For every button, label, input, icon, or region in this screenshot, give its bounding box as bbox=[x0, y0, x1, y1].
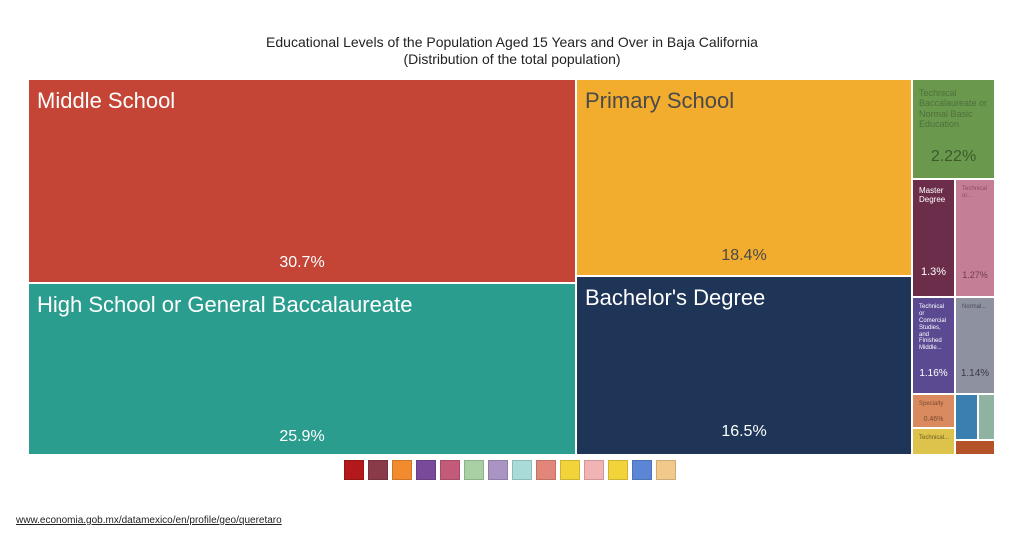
tile-technical-comercial-studies[interactable]: Technical or Comercial Studies, and Fini… bbox=[912, 297, 955, 394]
tile-label: Specialty bbox=[919, 401, 944, 407]
chart-title: Educational Levels of the Population Age… bbox=[266, 34, 758, 50]
legend-swatch[interactable] bbox=[368, 460, 388, 480]
tile-technical-baccalaureate[interactable]: Technical Baccalaureate or Normal Basic … bbox=[912, 79, 995, 179]
tile-normal[interactable]: Normal... 1.14% bbox=[955, 297, 995, 394]
tile-unlabeled-blue[interactable] bbox=[955, 394, 978, 440]
legend-swatch[interactable] bbox=[392, 460, 412, 480]
tile-unlabeled-rust[interactable] bbox=[955, 440, 995, 455]
legend-swatch[interactable] bbox=[488, 460, 508, 480]
treemap: Middle School 30.7% High School or General… bbox=[28, 79, 995, 455]
tile-value: 1.27% bbox=[962, 270, 988, 280]
legend-swatch[interactable] bbox=[536, 460, 556, 480]
tile-label: Technical or... bbox=[962, 186, 988, 199]
legend-swatch[interactable] bbox=[512, 460, 532, 480]
tile-label: Middle School bbox=[37, 88, 176, 113]
legend-swatch[interactable] bbox=[632, 460, 652, 480]
chart-subtitle: (Distribution of the total population) bbox=[403, 51, 621, 67]
tile-value: 25.9% bbox=[279, 428, 325, 445]
legend-swatch[interactable] bbox=[440, 460, 460, 480]
tile-value: 2.22% bbox=[930, 148, 977, 165]
tile-label: Master Degree bbox=[919, 186, 946, 205]
legend-swatch[interactable] bbox=[560, 460, 580, 480]
tile-high-school[interactable]: High School or General Baccalaureate 25.9… bbox=[28, 283, 576, 455]
tile-label: Primary School bbox=[585, 88, 735, 113]
tile-label: Normal... bbox=[962, 304, 987, 310]
tile-label: Technical or Comercial Studies, and Fini… bbox=[919, 304, 947, 352]
legend-swatch[interactable] bbox=[584, 460, 604, 480]
tile-label: Bachelor's Degree bbox=[585, 285, 766, 310]
legend-swatch[interactable] bbox=[464, 460, 484, 480]
legend-swatch[interactable] bbox=[656, 460, 676, 480]
tile-middle-school[interactable]: Middle School 30.7% bbox=[28, 79, 576, 283]
tile-value: 16.5% bbox=[721, 423, 767, 440]
tile-technical-or[interactable]: Technical or... 1.27% bbox=[955, 179, 995, 297]
tile-bachelors-degree[interactable]: Bachelor's Degree 16.5% bbox=[576, 276, 912, 455]
tile-value: 1.3% bbox=[920, 266, 947, 278]
tile-label: Technical Baccalaureate or Normal Basic … bbox=[919, 88, 988, 130]
tile-primary-school[interactable]: Primary School 18.4% bbox=[576, 79, 912, 276]
legend-swatch[interactable] bbox=[344, 460, 364, 480]
tile-value: 18.4% bbox=[721, 247, 767, 264]
tile-value: 30.7% bbox=[279, 254, 325, 271]
tile-value: 1.16% bbox=[919, 368, 948, 379]
tile-master-degree[interactable]: Master Degree 1.3% bbox=[912, 179, 955, 297]
legend-swatch[interactable] bbox=[416, 460, 436, 480]
tile-value: 1.14% bbox=[960, 368, 990, 379]
tile-label: Technical... bbox=[919, 435, 950, 441]
tile-value: 0.46% bbox=[923, 416, 944, 423]
tile-unlabeled-sage[interactable] bbox=[978, 394, 995, 440]
source-link[interactable]: www.economia.gob.mx/datamexico/en/profil… bbox=[16, 515, 282, 526]
tile-technical-small[interactable]: Technical... bbox=[912, 428, 955, 455]
legend-swatch[interactable] bbox=[608, 460, 628, 480]
tile-label: High School or General Baccalaureate bbox=[37, 292, 413, 317]
tile-specialty[interactable]: Specialty 0.46% bbox=[912, 394, 955, 428]
